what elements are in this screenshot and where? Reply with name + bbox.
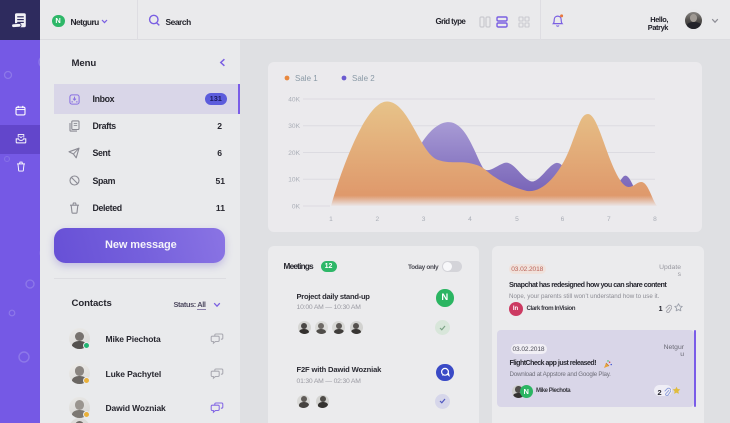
- svg-text:6: 6: [561, 216, 565, 223]
- svg-text:0K: 0K: [292, 204, 301, 211]
- svg-text:Sale 2: Sale 2: [352, 74, 375, 83]
- svg-text:5: 5: [515, 216, 519, 223]
- svg-text:8: 8: [653, 216, 657, 223]
- svg-text:4: 4: [468, 216, 472, 223]
- svg-text:7: 7: [607, 216, 611, 223]
- svg-text:30K: 30K: [288, 123, 300, 130]
- svg-text:20K: 20K: [288, 150, 300, 157]
- svg-text:1: 1: [329, 216, 333, 223]
- svg-text:3: 3: [422, 216, 426, 223]
- svg-text:40K: 40K: [288, 97, 300, 104]
- svg-text:Sale 1: Sale 1: [295, 74, 318, 83]
- svg-text:10K: 10K: [288, 177, 300, 184]
- svg-text:2: 2: [375, 216, 379, 223]
